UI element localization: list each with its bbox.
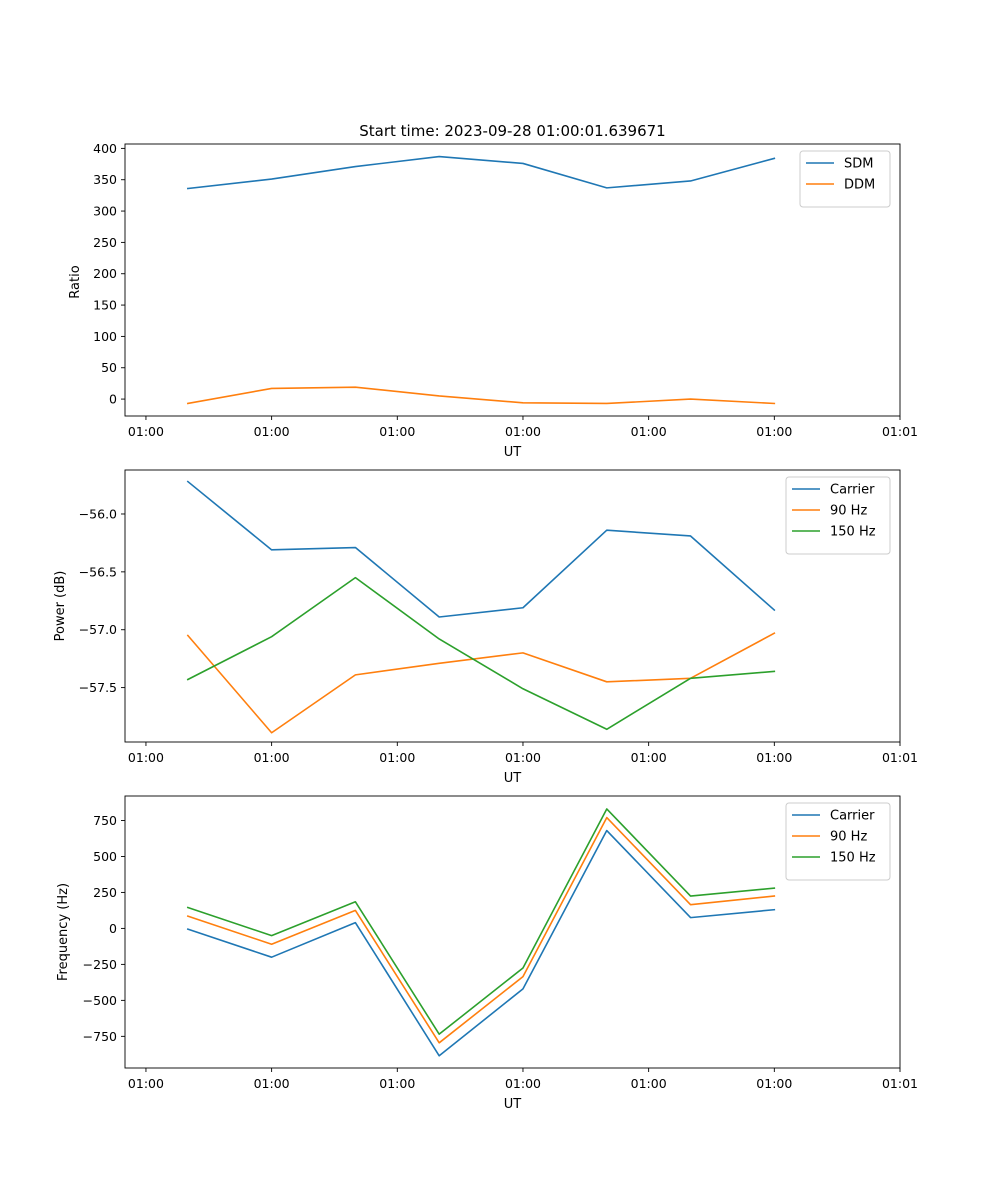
chart-title: Start time: 2023-09-28 01:00:01.639671 <box>359 122 665 140</box>
ratio-x-tick-label: 01:00 <box>756 424 792 439</box>
ratio-x-tick-label: 01:00 <box>505 424 541 439</box>
power-legend-box <box>785 476 891 555</box>
frequency-panel: UT Frequency (Hz) 01:00 01:00 01:00 01:00 01… <box>56 795 918 1112</box>
frequency-x-axis-label: UT <box>504 1097 522 1112</box>
power-plot-frame <box>124 469 901 743</box>
power-y-axis-label: Power (dB) <box>53 571 68 642</box>
ratio-y-tick-label: 200 <box>93 266 117 281</box>
frequency-x-tick-label: 01:00 <box>379 1076 415 1091</box>
ratio-y-tick-label: 150 <box>93 298 117 313</box>
power-series-150-hz-line <box>186 576 776 731</box>
power-x-tick-label: 01:00 <box>505 750 541 765</box>
frequency-y-tick-label: 500 <box>93 849 117 864</box>
ratio-y-tick-label: 50 <box>101 360 117 375</box>
frequency-series-carrier-line <box>186 829 776 1057</box>
ratio-x-tick-label: 01:00 <box>379 424 415 439</box>
power-x-tick-label: 01:00 <box>756 750 792 765</box>
frequency-y-tick-label: −750 <box>83 1029 117 1044</box>
frequency-x-tick-label: 01:00 <box>505 1076 541 1091</box>
power-x-tick-label: 01:01 <box>882 750 918 765</box>
power-x-tick-label: 01:00 <box>254 750 290 765</box>
power-legend-label-90-hz: 90 Hz <box>830 504 867 519</box>
ratio-x-tick-label: 01:00 <box>128 424 164 439</box>
frequency-y-tick-label: −250 <box>83 957 117 972</box>
ratio-y-tick-label: 0 <box>109 392 117 407</box>
power-legend-label-carrier: Carrier <box>830 483 875 498</box>
power-x-tick-label: 01:00 <box>128 750 164 765</box>
power-legend-label-150-hz: 150 Hz <box>830 525 876 540</box>
power-x-tick-label: 01:00 <box>631 750 667 765</box>
ratio-legend: SDM DDM <box>799 150 891 208</box>
power-series-carrier-line <box>186 480 776 618</box>
frequency-y-tick-label: −500 <box>83 993 117 1008</box>
ratio-y-tick-label: 100 <box>93 329 117 344</box>
frequency-series-90-hz-line <box>186 816 776 1044</box>
ratio-x-axis-label: UT <box>504 445 522 460</box>
frequency-x-tick-label: 01:00 <box>631 1076 667 1091</box>
frequency-y-tick-label: 250 <box>93 885 117 900</box>
ratio-y-tick-label: 400 <box>93 141 117 156</box>
power-y-tick-label: −56.5 <box>79 564 117 579</box>
ratio-series-ddm-line <box>186 386 776 405</box>
ratio-y-tick-label: 250 <box>93 235 117 250</box>
ratio-legend-box <box>799 150 891 208</box>
ratio-x-tick-label: 01:00 <box>254 424 290 439</box>
frequency-legend-label-90-hz: 90 Hz <box>830 830 867 845</box>
power-y-tick-label: −56.0 <box>79 506 117 521</box>
ratio-legend-label-sdm: SDM <box>844 157 873 172</box>
power-x-axis-label: UT <box>504 771 522 786</box>
frequency-legend-label-150-hz: 150 Hz <box>830 851 876 866</box>
frequency-legend-label-carrier: Carrier <box>830 809 875 824</box>
ratio-series-sdm-line <box>186 155 776 190</box>
frequency-y-tick-label: 750 <box>93 813 117 828</box>
power-x-tick-label: 01:00 <box>379 750 415 765</box>
ratio-legend-label-ddm: DDM <box>844 178 875 193</box>
frequency-series-150-hz-line <box>186 808 776 1035</box>
frequency-x-tick-label: 01:00 <box>756 1076 792 1091</box>
power-panel: UT Power (dB) 01:00 01:00 01:00 01:00 01:00 0… <box>53 469 918 786</box>
ratio-y-tick-label: 350 <box>93 172 117 187</box>
frequency-x-tick-label: 01:00 <box>128 1076 164 1091</box>
ratio-panel: UT Ratio 01:00 01:00 01:00 01:00 01:00 01:00 0… <box>68 141 918 460</box>
ratio-y-tick-label: 300 <box>93 204 117 219</box>
power-legend: Carrier 90 Hz 150 Hz <box>785 476 891 555</box>
power-y-tick-label: −57.5 <box>79 680 117 695</box>
frequency-plot-frame <box>124 795 901 1069</box>
ratio-y-axis-label: Ratio <box>68 265 83 298</box>
frequency-legend: Carrier 90 Hz 150 Hz <box>785 802 891 881</box>
ratio-x-tick-label: 01:00 <box>631 424 667 439</box>
ratio-x-tick-label: 01:01 <box>882 424 918 439</box>
power-y-tick-label: −57.0 <box>79 622 117 637</box>
frequency-y-tick-label: 0 <box>109 921 117 936</box>
power-series-90-hz-line <box>186 632 776 734</box>
ratio-plot-frame <box>124 143 901 417</box>
frequency-x-tick-label: 01:01 <box>882 1076 918 1091</box>
frequency-x-tick-label: 01:00 <box>254 1076 290 1091</box>
frequency-legend-box <box>785 802 891 881</box>
frequency-y-axis-label: Frequency (Hz) <box>56 883 71 981</box>
